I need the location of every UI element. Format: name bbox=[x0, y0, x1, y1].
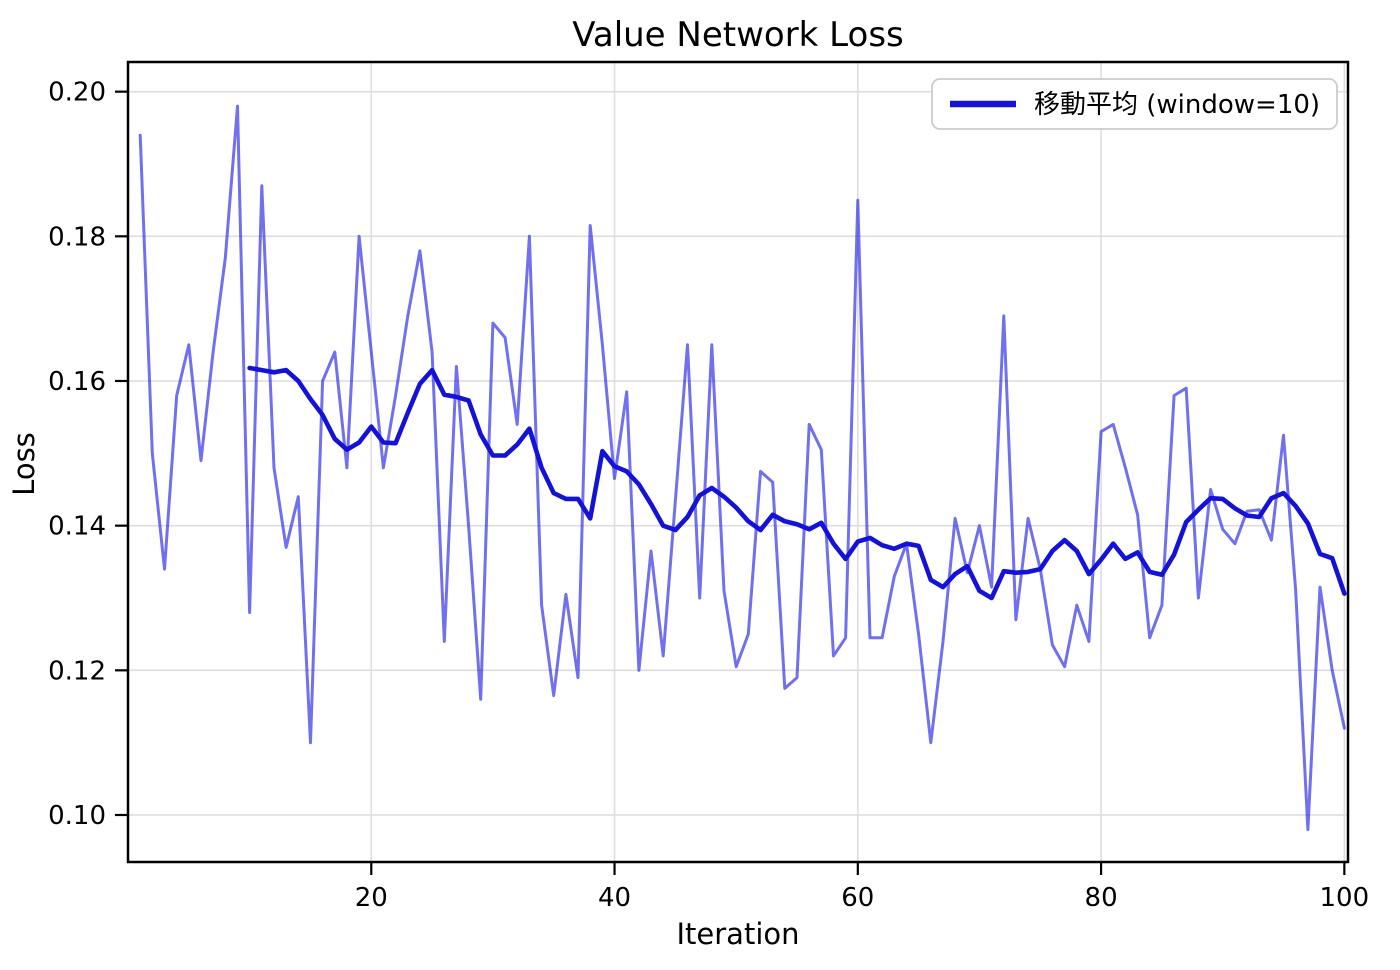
moving-average-line bbox=[247, 365, 1347, 601]
x-tick-label: 100 bbox=[1320, 883, 1370, 913]
y-tick-label: 0.10 bbox=[48, 801, 106, 831]
y-tick-label: 0.12 bbox=[48, 656, 106, 686]
series-lines bbox=[138, 104, 1347, 831]
x-tick-label: 40 bbox=[598, 883, 631, 913]
y-tick-label: 0.18 bbox=[48, 222, 106, 252]
x-tick-label: 20 bbox=[355, 883, 388, 913]
legend-box bbox=[931, 78, 1338, 130]
axis-tick-labels: 20 40 60 80 100 0.10 0.12 0.14 0.16 0.18 0.20 bbox=[48, 78, 1369, 913]
legend-label: 移動平均 (window=10) bbox=[1034, 90, 1320, 120]
axis-ticks bbox=[115, 90, 1346, 875]
chart-title: Value Network Loss bbox=[572, 15, 904, 55]
x-tick-label: 60 bbox=[841, 883, 874, 913]
x-axis-label: Iteration bbox=[676, 917, 799, 951]
y-tick-label: 0.20 bbox=[48, 78, 106, 108]
y-tick-label: 0.16 bbox=[48, 367, 106, 397]
loss-raw-line bbox=[138, 104, 1346, 831]
legend: 移動平均 (window=10) bbox=[931, 78, 1338, 130]
x-tick-label: 80 bbox=[1085, 883, 1118, 913]
y-axis-label: Loss bbox=[7, 432, 41, 496]
gridlines bbox=[128, 62, 1348, 862]
plot-area-spines bbox=[126, 60, 1350, 864]
y-tick-label: 0.14 bbox=[48, 512, 106, 542]
